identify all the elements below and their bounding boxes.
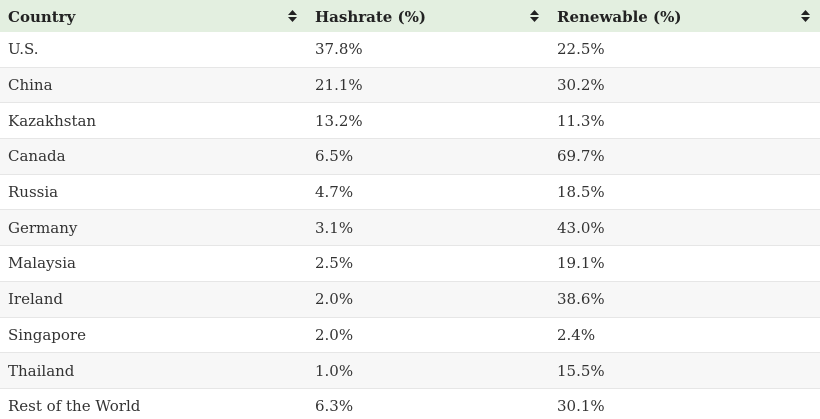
table-row: Thailand 1.0% 15.5% — [0, 352, 820, 389]
table-header: Country Hashrate (%) Renewable (%) — [0, 0, 820, 32]
cell-renewable: 69.7% — [549, 138, 820, 175]
column-header-hashrate[interactable]: Hashrate (%) — [307, 0, 549, 32]
cell-country: Kazakhstan — [0, 102, 307, 139]
cell-renewable: 19.1% — [549, 245, 820, 282]
cell-renewable: 30.1% — [549, 387, 820, 419]
cell-country: Ireland — [0, 280, 307, 317]
cell-hashrate: 2.0% — [307, 316, 549, 353]
cell-hashrate: 2.5% — [307, 245, 549, 282]
table-row: Kazakhstan 13.2% 11.3% — [0, 102, 820, 139]
cell-renewable: 38.6% — [549, 280, 820, 317]
table-row: Canada 6.5% 69.7% — [0, 138, 820, 175]
column-header-label: Renewable (%) — [557, 7, 682, 26]
column-header-label: Hashrate (%) — [315, 7, 427, 26]
table-row: Singapore 2.0% 2.4% — [0, 316, 820, 353]
cell-country: Russia — [0, 173, 307, 210]
cell-hashrate: 6.5% — [307, 138, 549, 175]
cell-country: Singapore — [0, 316, 307, 353]
column-header-label: Country — [8, 7, 76, 26]
cell-hashrate: 6.3% — [307, 387, 549, 419]
column-header-renewable[interactable]: Renewable (%) — [549, 0, 820, 32]
cell-country: China — [0, 66, 307, 103]
table-row: Ireland 2.0% 38.6% — [0, 280, 820, 317]
cell-hashrate: 4.7% — [307, 173, 549, 210]
cell-renewable: 22.5% — [557, 40, 605, 59]
cell-country: U.S. — [8, 40, 39, 59]
table-row: Malaysia 2.5% 19.1% — [0, 245, 820, 282]
cell-renewable: 18.5% — [549, 173, 820, 210]
cell-renewable: 15.5% — [549, 352, 820, 389]
table-body: U.S. 37.8% 22.5% China 21.1% 30.2% Kazak… — [0, 32, 820, 419]
cell-country: Canada — [0, 138, 307, 175]
table-row: Germany 3.1% 43.0% — [0, 209, 820, 246]
column-header-country[interactable]: Country — [0, 0, 307, 32]
cell-hashrate: 13.2% — [307, 102, 549, 139]
cell-hashrate: 2.0% — [307, 280, 549, 317]
cell-renewable: 30.2% — [549, 66, 820, 103]
table-row: U.S. 37.8% 22.5% — [0, 32, 820, 68]
sort-icon[interactable] — [288, 10, 297, 22]
cell-country: Malaysia — [0, 245, 307, 282]
sort-icon[interactable] — [801, 10, 810, 22]
cell-country: Germany — [0, 209, 307, 246]
cell-country: Rest of the World — [0, 387, 307, 419]
table-row: Rest of the World 6.3% 30.1% — [0, 387, 820, 419]
cell-country: Thailand — [0, 352, 307, 389]
cell-renewable: 11.3% — [549, 102, 820, 139]
sort-icon[interactable] — [530, 10, 539, 22]
cell-renewable: 43.0% — [549, 209, 820, 246]
cell-hashrate: 21.1% — [307, 66, 549, 103]
table-row: Russia 4.7% 18.5% — [0, 173, 820, 210]
cell-hashrate: 1.0% — [307, 352, 549, 389]
cell-renewable: 2.4% — [549, 316, 820, 353]
cell-hashrate: 37.8% — [315, 40, 363, 59]
table-row: China 21.1% 30.2% — [0, 66, 820, 103]
cell-hashrate: 3.1% — [307, 209, 549, 246]
header-row: Country Hashrate (%) Renewable (%) — [0, 0, 820, 32]
